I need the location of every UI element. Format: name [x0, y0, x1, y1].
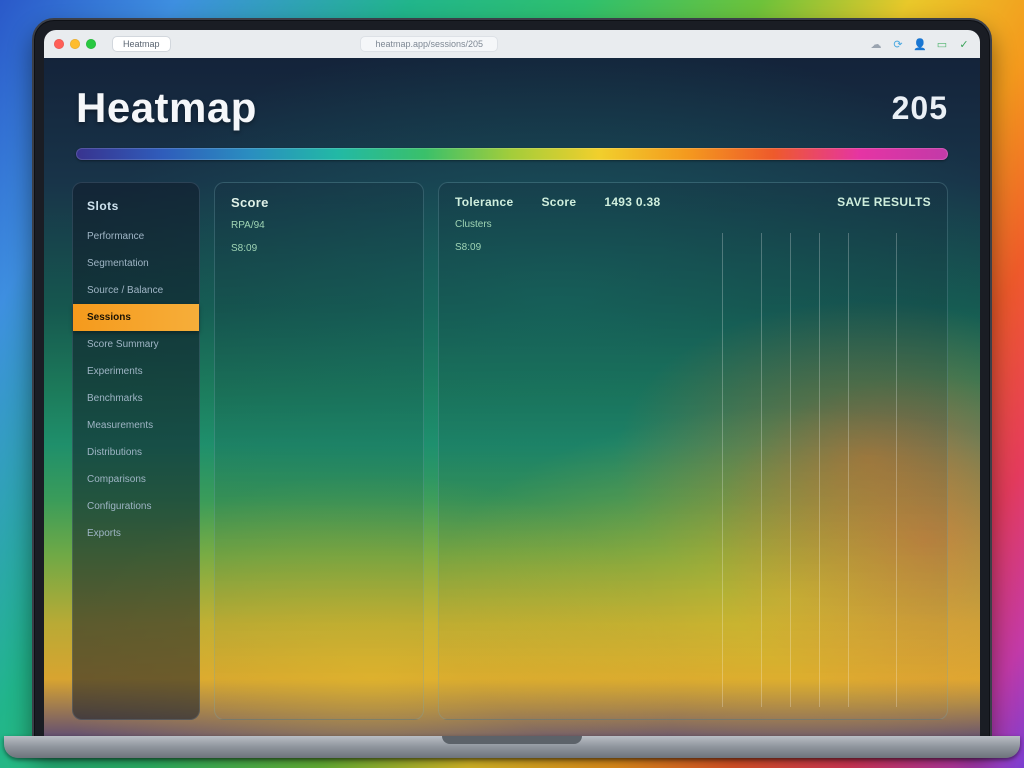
browser-chrome: Heatmap heatmap.app/sessions/205 ☁ ⟳ 👤 ▭ ✓ [44, 30, 980, 58]
sidebar-item-3[interactable]: Sessions [73, 304, 199, 331]
minimize-window-dot[interactable] [70, 39, 80, 49]
laptop-base [4, 736, 1020, 758]
app-viewport: Heatmap 205 Slots PerformanceSegmentatio… [44, 58, 980, 748]
heatmap-sub-1: Clusters [455, 217, 931, 232]
score-line-1: RPA/94 [231, 218, 407, 233]
sidebar-item-10[interactable]: Configurations [73, 493, 199, 520]
sidebar-item-2[interactable]: Source / Balance [73, 277, 199, 304]
browser-tab[interactable]: Heatmap [112, 36, 171, 52]
sidebar-item-7[interactable]: Measurements [73, 412, 199, 439]
score-panel: Score RPA/94 S8:09 [214, 182, 424, 720]
sidebar-item-9[interactable]: Comparisons [73, 466, 199, 493]
page-title: Heatmap [76, 84, 257, 132]
user-icon[interactable]: 👤 [914, 38, 926, 50]
gridline [819, 233, 820, 707]
sidebar-heading: Slots [73, 193, 199, 223]
gridline [790, 233, 791, 707]
cloud-icon[interactable]: ☁ [870, 38, 882, 50]
window-controls [54, 39, 96, 49]
sidebar-item-8[interactable]: Distributions [73, 439, 199, 466]
sidebar-item-11[interactable]: Exports [73, 520, 199, 547]
heatmap-gridlines [451, 233, 935, 707]
zoom-window-dot[interactable] [86, 39, 96, 49]
col-metrics-value: 1493 0.38 [604, 195, 660, 209]
sidebar-item-1[interactable]: Segmentation [73, 250, 199, 277]
app-header: Heatmap 205 [44, 58, 980, 148]
color-scale-bar [76, 148, 948, 160]
gridline [896, 233, 897, 707]
sidebar-item-6[interactable]: Benchmarks [73, 385, 199, 412]
sidebar: Slots PerformanceSegmentationSource / Ba… [72, 182, 200, 720]
col-score-label: Score [542, 195, 577, 209]
check-icon[interactable]: ✓ [958, 38, 970, 50]
gridline [761, 233, 762, 707]
score-line-2: S8:09 [231, 241, 407, 256]
color-scale-row [44, 148, 980, 182]
sidebar-item-4[interactable]: Score Summary [73, 331, 199, 358]
laptop-notch [442, 736, 582, 744]
gridline [722, 233, 723, 707]
save-results-button[interactable]: SAVE RESULTS [837, 195, 931, 209]
close-window-dot[interactable] [54, 39, 64, 49]
card-icon[interactable]: ▭ [936, 38, 948, 50]
sidebar-item-0[interactable]: Performance [73, 223, 199, 250]
col-tolerance-label: Tolerance [455, 195, 514, 209]
session-id-badge: 205 [892, 90, 948, 127]
sidebar-item-5[interactable]: Experiments [73, 358, 199, 385]
wallpaper: Heatmap heatmap.app/sessions/205 ☁ ⟳ 👤 ▭ ✓ H… [0, 0, 1024, 768]
sync-icon[interactable]: ⟳ [892, 38, 904, 50]
heatmap-panel: Tolerance Score 1493 0.38 SAVE RESULTS C… [438, 182, 948, 720]
laptop-bezel: Heatmap heatmap.app/sessions/205 ☁ ⟳ 👤 ▭ ✓ H… [32, 18, 992, 750]
gridline [848, 233, 849, 707]
address-bar[interactable]: heatmap.app/sessions/205 [360, 36, 498, 52]
score-panel-title: Score [231, 195, 407, 210]
heatmap-sub-2: S8:09 [455, 240, 931, 255]
